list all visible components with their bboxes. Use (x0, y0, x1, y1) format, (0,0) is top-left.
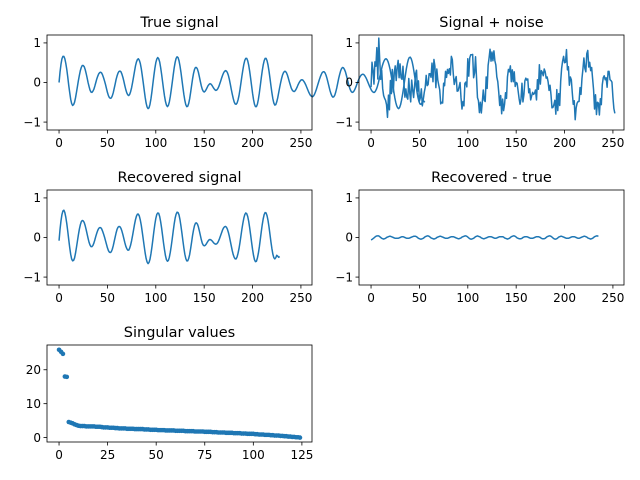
y-tick-label: 0 (345, 76, 353, 90)
y-tick-label: −1 (335, 270, 353, 284)
x-tick-label: 150 (505, 136, 528, 150)
y-tick-label: −1 (23, 270, 41, 284)
series-line (370, 37, 616, 121)
x-tick-label: 25 (100, 448, 115, 462)
x-tick-label: 50 (412, 136, 427, 150)
x-tick-label: 200 (553, 136, 576, 150)
panel-recovered-minus-true: Recovered - true 0 50 100 150 200 250 −1 0 1 (335, 170, 625, 305)
panel-signal-noise: Signal + noise 0 50 100 150 200 250 −1 0 1 (335, 15, 625, 150)
panel-recovered-signal: Recovered signal 0 50 100 150 200 250 −1 0 1 (23, 170, 313, 305)
x-tick-label: 50 (149, 448, 164, 462)
axes-frame (46, 344, 313, 443)
x-tick-label: 100 (242, 448, 265, 462)
y-tick-label: 0 (33, 231, 41, 245)
x-tick-label: 150 (193, 136, 216, 150)
x-tick-label: 0 (55, 291, 63, 305)
y-tick-label: 0 (345, 231, 353, 245)
y-tick-label: 1 (33, 36, 41, 50)
y-tick-label: −1 (23, 115, 41, 129)
y-tick-label: 0 (33, 431, 41, 445)
x-tick-label: 250 (601, 291, 624, 305)
x-tick-label: 250 (289, 136, 312, 150)
y-tick-label: 20 (26, 363, 41, 377)
panel-title: Recovered signal (118, 170, 242, 186)
y-tick-label: 0 (33, 76, 41, 90)
x-tick-label: 0 (367, 291, 375, 305)
x-tick-label: 150 (505, 291, 528, 305)
panel-title: Singular values (124, 325, 235, 341)
x-tick-label: 100 (144, 291, 167, 305)
x-tick-label: 200 (241, 291, 264, 305)
y-tick-label: 10 (26, 397, 41, 411)
panel-singular-values: Singular values 0 25 50 75 100 125 0 10 20 (26, 325, 314, 462)
panel-title: True signal (139, 15, 218, 31)
series-line (58, 209, 281, 265)
x-tick-label: 0 (55, 136, 63, 150)
x-tick-label: 100 (144, 136, 167, 150)
data-point (64, 374, 70, 380)
panel-title: Signal + noise (439, 15, 544, 31)
x-tick-label: 200 (553, 291, 576, 305)
y-tick-label: 1 (345, 36, 353, 50)
data-point (60, 351, 66, 357)
series-line (370, 235, 599, 241)
x-tick-label: 75 (197, 448, 212, 462)
y-tick-label: −1 (335, 115, 353, 129)
x-tick-label: 150 (193, 291, 216, 305)
x-tick-label: 200 (241, 136, 264, 150)
x-tick-label: 50 (412, 291, 427, 305)
y-tick-label: 1 (345, 191, 353, 205)
panel-true-signal: True signal 0 50 100 150 200 250−101 (23, 15, 426, 150)
x-tick-label: 250 (289, 291, 312, 305)
x-tick-label: 125 (290, 448, 313, 462)
x-tick-label: 0 (367, 136, 375, 150)
series-line (58, 55, 426, 110)
x-tick-label: 100 (456, 136, 479, 150)
panel-title: Recovered - true (431, 170, 552, 186)
x-tick-label: 50 (100, 291, 115, 305)
data-point (297, 435, 303, 440)
y-tick-label: 1 (33, 191, 41, 205)
x-tick-label: 100 (456, 291, 479, 305)
x-tick-label: 250 (601, 136, 624, 150)
x-tick-label: 0 (55, 448, 63, 462)
x-tick-label: 50 (100, 136, 115, 150)
